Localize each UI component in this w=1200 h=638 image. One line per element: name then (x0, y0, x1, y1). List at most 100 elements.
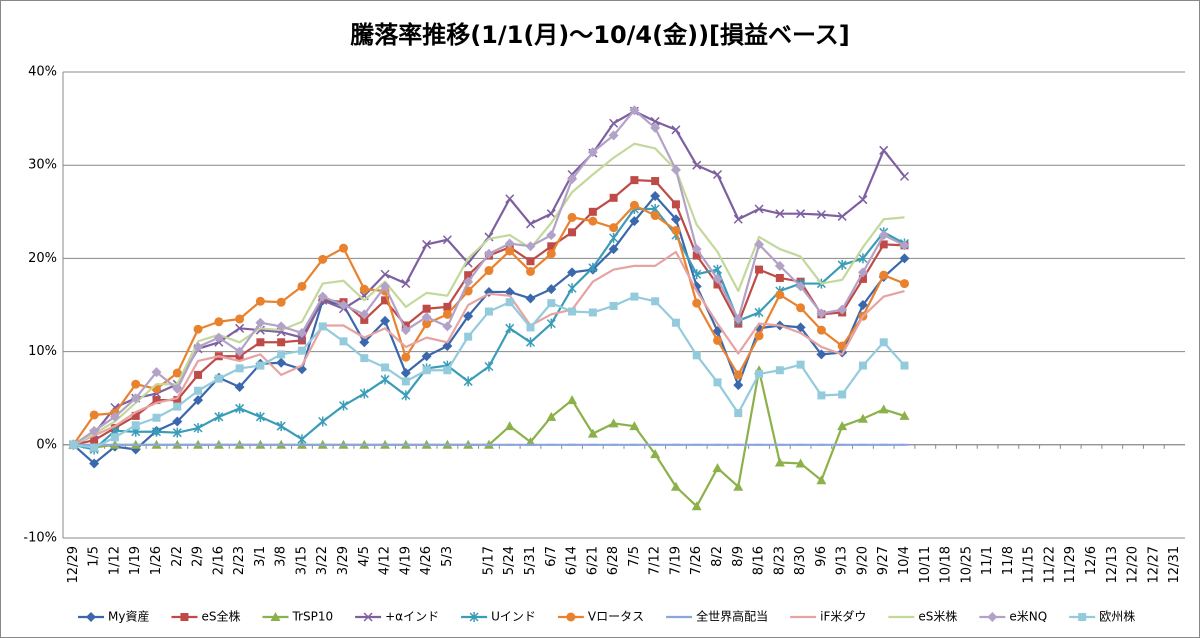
data-point (650, 211, 660, 221)
legend-label: My資産 (108, 609, 149, 624)
data-point (401, 377, 410, 386)
series (72, 250, 905, 446)
data-point (297, 434, 307, 445)
data-point (464, 271, 473, 280)
x-tick-label: 1/26 (149, 546, 164, 575)
legend-label: 欧州株 (1099, 609, 1135, 624)
data-point (172, 427, 182, 438)
series (68, 106, 910, 450)
data-point (754, 307, 764, 318)
x-tick-label: 11/29 (1063, 546, 1078, 583)
data-point (754, 204, 764, 214)
data-point (546, 318, 556, 329)
data-point (733, 214, 743, 224)
data-point (630, 176, 639, 185)
data-point (339, 337, 348, 346)
data-point (255, 317, 266, 328)
data-point (775, 273, 784, 282)
data-point (775, 209, 785, 219)
data-point (879, 240, 888, 249)
x-tick-label: 12/31 (1167, 546, 1182, 583)
x-tick-label: 6/14 (565, 546, 580, 575)
x-tick-label: 9/27 (876, 546, 891, 575)
data-point (504, 421, 515, 431)
data-point (588, 308, 597, 317)
y-tick-label: 0% (36, 437, 57, 452)
data-point (837, 304, 848, 315)
data-point (525, 337, 536, 348)
data-point (609, 223, 619, 233)
data-point (858, 195, 868, 205)
data-point (401, 352, 411, 362)
data-point (214, 411, 224, 422)
data-point (483, 248, 494, 259)
legend-marker (363, 612, 373, 622)
data-point (858, 253, 868, 264)
x-tick-label: 10/11 (918, 546, 933, 583)
data-point (318, 416, 328, 427)
data-point (89, 458, 100, 469)
data-point (318, 322, 327, 331)
series-line (72, 142, 905, 446)
legend-marker (469, 612, 479, 622)
x-tick-label: 5/24 (502, 546, 517, 575)
data-point (775, 366, 784, 375)
data-point (172, 383, 183, 394)
data-point (733, 370, 743, 380)
x-tick-label: 1/5 (87, 546, 102, 567)
data-point (671, 125, 681, 135)
data-point (505, 246, 515, 256)
data-point (277, 338, 286, 347)
data-point (588, 262, 598, 273)
x-tick-label: 4/19 (398, 546, 413, 575)
legend-marker (1078, 613, 1087, 621)
y-tick-label: 10% (28, 344, 57, 359)
x-tick-label: 8/2 (710, 546, 725, 567)
data-point (650, 116, 660, 126)
data-point (214, 317, 224, 327)
data-point (546, 284, 557, 295)
data-point (297, 281, 307, 291)
data-point (380, 315, 391, 326)
data-point (443, 302, 452, 311)
data-point (380, 269, 390, 279)
data-point (400, 325, 411, 336)
series-line (72, 250, 905, 446)
data-point (629, 421, 640, 431)
y-tick-label: 40% (28, 65, 57, 80)
data-point (712, 463, 723, 473)
data-point (401, 390, 411, 401)
data-point (713, 378, 722, 387)
x-tick-label: 2/23 (232, 546, 247, 575)
data-point (484, 307, 493, 316)
x-tick-label: 12/6 (1084, 546, 1099, 575)
data-point (505, 323, 515, 334)
data-point (547, 299, 556, 308)
data-point (713, 335, 722, 345)
data-point (609, 193, 618, 202)
data-point (651, 177, 660, 186)
data-point (857, 300, 868, 310)
data-point (89, 425, 100, 436)
data-point (193, 423, 203, 434)
data-point (795, 322, 806, 333)
data-point (567, 283, 577, 294)
x-tick-label: 3/22 (315, 546, 330, 575)
data-point (650, 449, 661, 459)
data-point (692, 251, 701, 260)
data-point (857, 413, 868, 423)
data-point (442, 341, 453, 352)
data-point (671, 225, 681, 235)
x-tick-label: 5/3 (440, 546, 455, 567)
data-point (671, 318, 680, 327)
data-point (442, 309, 452, 319)
legend-marker (987, 612, 998, 622)
data-point (734, 409, 743, 418)
data-point (317, 291, 328, 302)
x-tick-label: 10/25 (959, 546, 974, 583)
x-tick-label: 7/12 (648, 546, 663, 575)
data-point (360, 354, 369, 363)
data-point (173, 402, 182, 411)
data-point (172, 416, 183, 427)
x-tick-label: 3/29 (336, 546, 351, 575)
